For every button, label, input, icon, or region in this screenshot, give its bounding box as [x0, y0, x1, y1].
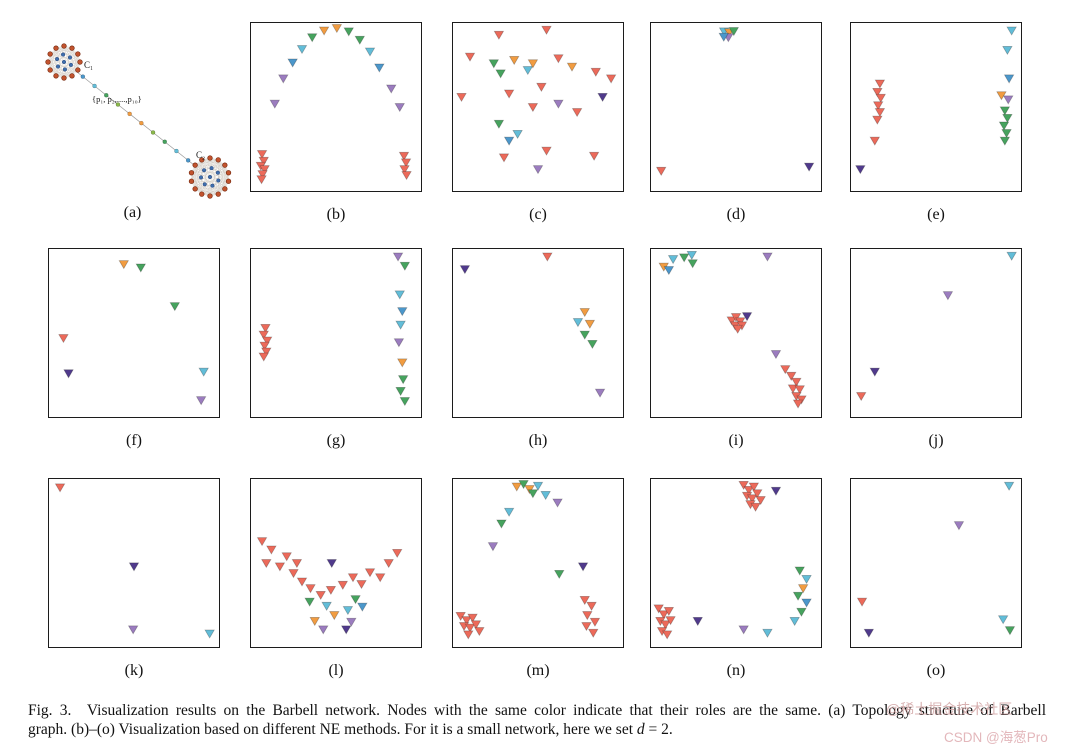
panel-label-o: (o) [926, 662, 946, 679]
clique-c2 [188, 155, 232, 199]
scatter-plot-n [650, 478, 822, 648]
label-path-nodes: {p₁, p₂,....,p₁₀} [92, 94, 142, 104]
scatter-markers [456, 25, 617, 175]
panel-label-h: (h) [528, 432, 548, 449]
scatter-plot-d [650, 22, 822, 192]
panel-o: (o) [850, 478, 1022, 680]
label-c1: C₁ [84, 60, 93, 70]
panel-label-i: (i) [728, 432, 744, 449]
scatter-plot-i [650, 248, 822, 418]
panel-label-l: (l) [328, 662, 344, 679]
scatter-markers [855, 251, 1017, 402]
panel-m: (m) [452, 478, 624, 680]
watermark-csdn: CSDN @海葱Pro [944, 730, 1048, 745]
scatter-markers [459, 252, 606, 398]
scatter-plot-e [850, 22, 1022, 192]
watermark-juejin: @稀土掘金技术社区 [886, 701, 1013, 717]
panel-f: (f) [48, 248, 220, 450]
label-c2: C₂ [196, 150, 205, 160]
caption-line2-end: = 2. [644, 721, 673, 739]
panel-label-d: (d) [726, 206, 746, 223]
clique-c1 [45, 43, 83, 81]
panel-c: (c) [452, 22, 624, 224]
scatter-markers [256, 537, 403, 635]
panel-k: (k) [48, 478, 220, 680]
panel-i: (i) [650, 248, 822, 450]
panel-b: (b) [250, 22, 422, 224]
caption-line2-text: graph. (b)–(o) Visualization based on di… [28, 721, 637, 739]
caption-variable-d: d [636, 721, 645, 739]
panel-e: (e) [850, 22, 1022, 224]
caption-line-2: graph. (b)–(o) Visualization based on di… [28, 720, 1046, 739]
panel-label-m: (m) [526, 662, 550, 679]
panel-g: (g) [250, 248, 422, 450]
panel-label-n: (n) [726, 662, 746, 679]
panel-label-j: (j) [928, 432, 944, 449]
panel-h: (h) [452, 248, 624, 450]
scatter-markers [255, 24, 412, 185]
panel-n: (n) [650, 478, 822, 680]
path-nodes [76, 71, 195, 166]
scatter-markers [855, 26, 1017, 175]
figure-caption: Fig. 3. Visualization results on the Bar… [28, 701, 1046, 739]
scatter-markers [653, 480, 812, 640]
scatter-plot-l [250, 478, 422, 648]
scatter-plot-c [452, 22, 624, 192]
panel-label-b: (b) [326, 206, 346, 223]
scatter-plot-b [250, 22, 422, 192]
scatter-markers [655, 27, 815, 176]
panel-label-e: (e) [927, 206, 945, 223]
scatter-plot-m [452, 478, 624, 648]
panel-a: C₁ C₂ {p₁, p₂,....,p₁₀} (a) [30, 10, 235, 222]
scatter-markers [58, 260, 209, 406]
scatter-plot-f [48, 248, 220, 418]
scatter-plot-h [452, 248, 624, 418]
scatter-markers [455, 480, 601, 640]
scatter-plot-o [850, 478, 1022, 648]
scatter-markers [258, 252, 411, 407]
scatter-plot-g [250, 248, 422, 418]
topology-graph: C₁ C₂ {p₁, p₂,....,p₁₀} [30, 10, 235, 200]
scatter-markers [856, 481, 1016, 638]
panel-label-c: (c) [529, 206, 547, 223]
panel-label-f: (f) [126, 432, 142, 449]
scatter-plot-k [48, 478, 220, 648]
panel-label-g: (g) [326, 432, 346, 449]
panel-label-a: (a) [123, 204, 142, 221]
panel-j: (j) [850, 248, 1022, 450]
scatter-markers [54, 483, 215, 639]
panel-label-k: (k) [124, 662, 144, 679]
caption-line-1: Fig. 3. Visualization results on the Bar… [28, 702, 1046, 719]
panel-l: (l) [250, 478, 422, 680]
scatter-plot-j [850, 248, 1022, 418]
scatter-markers [658, 250, 807, 409]
panel-d: (d) [650, 22, 822, 224]
